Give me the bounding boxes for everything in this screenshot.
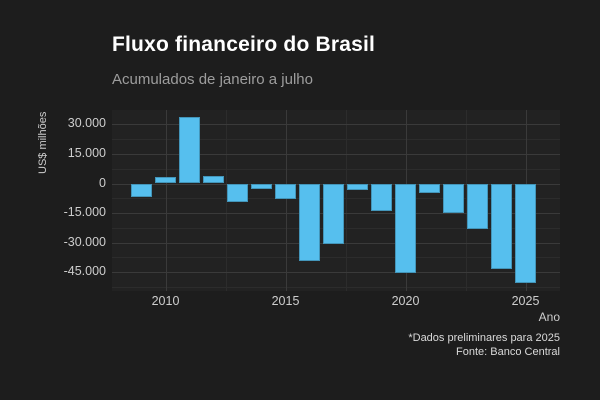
x-tick-label: 2020 <box>391 294 420 308</box>
bar-2023 <box>466 183 489 229</box>
chart-subtitle: Acumulados de janeiro a julho <box>112 71 313 88</box>
gridline-minor-horizontal <box>112 139 560 141</box>
x-tick-label: 2015 <box>271 294 300 308</box>
bar-2018 <box>346 183 369 191</box>
bar-2013 <box>226 183 249 203</box>
bar-2016 <box>298 183 321 262</box>
caption-preliminary-note: *Dados preliminares para 2025 <box>408 332 560 344</box>
gridline-minor-horizontal <box>112 168 560 170</box>
bar-2010 <box>154 176 177 184</box>
gridline-major-vertical <box>285 110 287 291</box>
y-tick-label: -45.000 <box>63 264 106 279</box>
gridline-minor-vertical <box>465 110 467 291</box>
y-tick-label: 0 <box>99 175 106 190</box>
gridline-minor-horizontal <box>112 257 560 259</box>
gridline-major-horizontal <box>112 272 560 274</box>
gridline-major-vertical <box>165 110 167 291</box>
bar-2009 <box>130 183 153 198</box>
y-tick-label: 30.000 <box>67 116 106 131</box>
bar-2019 <box>370 183 393 212</box>
bar-2012 <box>202 175 225 184</box>
x-tick-label: 2025 <box>511 294 540 308</box>
bar-2024 <box>490 183 513 270</box>
bar-2021 <box>418 183 441 194</box>
gridline-major-horizontal <box>112 124 560 126</box>
y-tick-label: 15.000 <box>67 145 106 160</box>
caption-source: Fonte: Banco Central <box>456 345 560 358</box>
chart-title: Fluxo financeiro do Brasil <box>112 33 376 56</box>
y-tick-label: -15.000 <box>63 205 106 220</box>
bar-2022 <box>442 183 465 214</box>
bar-2025 <box>514 183 537 284</box>
gridline-major-horizontal <box>112 153 560 155</box>
plot-panel <box>112 110 560 291</box>
gridline-minor-vertical <box>345 110 347 291</box>
bar-2014 <box>250 183 273 190</box>
gridline-minor-vertical <box>225 110 227 291</box>
gridline-minor-horizontal <box>112 286 560 288</box>
x-tick-label: 2010 <box>151 294 180 308</box>
y-tick-label: -30.000 <box>63 234 106 249</box>
chart-caption: *Dados preliminares para 2025 Fonte: Ban… <box>280 332 560 359</box>
bar-2015 <box>274 183 297 200</box>
bar-2020 <box>394 183 417 274</box>
bar-2017 <box>322 183 345 244</box>
x-axis-title: Ano <box>538 310 560 324</box>
bar-2011 <box>178 117 201 184</box>
